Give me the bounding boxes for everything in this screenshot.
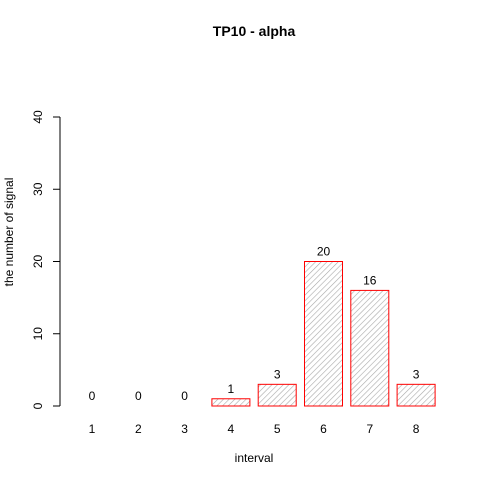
x-tick-labels-group: 1 2 3 4 5 6 7 8 — [89, 422, 420, 436]
x-tick-label: 3 — [181, 422, 188, 436]
y-tick-label: 20 — [31, 255, 45, 269]
x-tick-label: 5 — [274, 422, 281, 436]
bar-8 — [396, 383, 436, 407]
bar-data-label: 0 — [135, 389, 142, 403]
bar-data-label: 0 — [181, 389, 188, 403]
bar-data-label: 20 — [317, 245, 331, 259]
x-tick-label: 1 — [89, 422, 96, 436]
x-tick-label: 8 — [413, 422, 420, 436]
bar-4 — [211, 398, 251, 407]
bar-6 — [304, 261, 343, 407]
bar-data-label: 16 — [363, 273, 377, 287]
y-tick-label: 30 — [31, 182, 45, 196]
y-tick-label: 0 — [31, 402, 45, 409]
chart-title: TP10 - alpha — [213, 23, 296, 39]
x-tick-label: 2 — [135, 422, 142, 436]
x-tick-label: 6 — [320, 422, 327, 436]
x-axis-label: interval — [235, 451, 274, 465]
bars-group — [211, 261, 436, 407]
bar-data-label: 1 — [228, 382, 235, 396]
y-tick-label: 40 — [31, 110, 45, 124]
bar-5 — [257, 383, 297, 407]
x-tick-label: 7 — [366, 422, 373, 436]
bar-7 — [350, 289, 390, 407]
y-axis-ticks: 0 10 20 30 40 — [31, 110, 60, 409]
y-tick-label: 10 — [31, 327, 45, 341]
x-tick-label: 4 — [228, 422, 235, 436]
bar-data-label: 0 — [89, 389, 96, 403]
bar-data-label: 3 — [413, 367, 420, 381]
bar-data-label: 3 — [274, 367, 281, 381]
bar-labels-group: 0 0 0 1 3 20 16 3 — [89, 245, 420, 404]
y-axis-label: the number of signal — [2, 178, 16, 287]
